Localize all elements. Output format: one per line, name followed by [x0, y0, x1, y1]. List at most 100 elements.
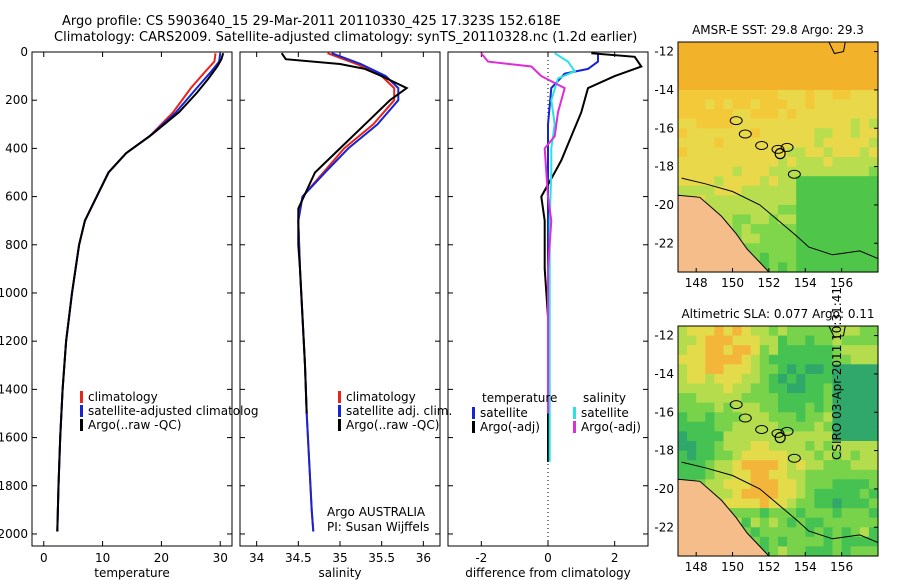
map-cell	[732, 118, 743, 129]
map-cell	[823, 421, 834, 432]
map-cell	[841, 42, 852, 53]
map-cell	[841, 70, 852, 81]
map-cell	[814, 61, 825, 72]
y-tick-label: -14	[654, 367, 674, 381]
map-cell	[732, 99, 743, 110]
map-cell	[768, 383, 779, 394]
map-cell	[768, 214, 779, 225]
map-cell	[859, 498, 870, 509]
map-cell	[859, 488, 870, 500]
map-cell	[868, 99, 879, 110]
map-cell	[696, 61, 706, 72]
map-cell	[868, 195, 879, 206]
map-cell	[778, 185, 788, 196]
map-cell	[741, 109, 752, 120]
reef-outline	[738, 129, 752, 139]
map-cell	[832, 147, 843, 158]
map-cell	[850, 147, 861, 158]
map-cell	[732, 488, 743, 500]
map-cell	[787, 214, 797, 225]
map-cell	[805, 335, 815, 346]
map-cell	[750, 233, 761, 244]
map-cell	[714, 89, 725, 101]
map-cell	[741, 195, 752, 206]
map-cell	[714, 185, 725, 196]
y-tick-label: -16	[654, 121, 674, 135]
map-cell	[841, 233, 852, 244]
map-cell	[787, 109, 797, 120]
map-cell	[768, 479, 779, 490]
map-cell	[696, 89, 706, 101]
map-cell	[832, 345, 843, 356]
map-cell	[714, 335, 725, 346]
y-tick-label: -12	[654, 45, 674, 59]
x-tick-label: 152	[757, 276, 780, 290]
map-cell	[823, 80, 834, 91]
map-cell	[850, 441, 861, 452]
map-cell	[868, 488, 879, 500]
map-cell	[723, 450, 734, 461]
map-cell	[750, 51, 761, 62]
map-cell	[796, 383, 806, 394]
map-cell	[741, 42, 752, 53]
map-cell	[787, 383, 797, 394]
map-cell	[741, 61, 752, 72]
map-cell	[805, 233, 815, 244]
map-cell	[868, 51, 879, 62]
map-cell	[741, 431, 752, 442]
map-cell	[678, 89, 688, 101]
map-cell	[750, 335, 761, 346]
map-cell	[778, 527, 788, 538]
map-cell	[696, 109, 706, 120]
map-cell	[823, 176, 834, 187]
map-cell	[741, 128, 752, 139]
map-cell	[768, 402, 779, 413]
y-tick-label: 1800	[0, 479, 28, 493]
map-cell	[805, 469, 815, 480]
map-cell	[868, 80, 879, 91]
map-cell	[750, 89, 761, 101]
map-cell	[732, 51, 743, 62]
map-cell	[841, 195, 852, 206]
map-cell	[850, 252, 861, 263]
map-cell	[859, 109, 870, 120]
map-cell	[814, 204, 825, 216]
map-cell	[705, 364, 715, 375]
map-cell	[787, 166, 797, 177]
map-cell	[796, 488, 806, 500]
legend-swatch	[80, 405, 83, 417]
map-cell	[859, 354, 870, 365]
map-cell	[723, 479, 734, 490]
map-cell	[705, 51, 715, 62]
map-cell	[759, 233, 770, 244]
map-frame	[677, 325, 879, 557]
map-cell	[732, 479, 743, 490]
map-cell	[814, 51, 825, 62]
map-cell	[814, 166, 825, 177]
map-cell	[850, 508, 861, 519]
map-cell	[778, 498, 788, 509]
map-cell	[705, 393, 715, 404]
map-cell	[859, 441, 870, 452]
map-cell	[832, 89, 843, 101]
map-cell	[841, 204, 852, 216]
map-cell	[759, 488, 770, 500]
map-cell	[796, 393, 806, 404]
map-cell	[778, 147, 788, 158]
map-cell	[850, 421, 861, 432]
map-cell	[832, 224, 843, 235]
map-cell	[841, 214, 852, 225]
map-cell	[868, 243, 879, 254]
map-cell	[714, 469, 725, 480]
map-cell	[832, 412, 843, 423]
map-cell	[832, 185, 843, 196]
map-cell	[714, 373, 725, 385]
map-cell	[768, 364, 779, 375]
map-cell	[868, 373, 879, 385]
map-cell	[859, 402, 870, 413]
x-tick-label: 154	[794, 276, 817, 290]
map-cell	[841, 80, 852, 91]
map-cell	[850, 354, 861, 365]
map-cell	[723, 51, 734, 62]
map-cell	[714, 128, 725, 139]
